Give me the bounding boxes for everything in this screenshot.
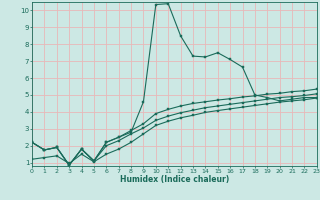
X-axis label: Humidex (Indice chaleur): Humidex (Indice chaleur)	[120, 175, 229, 184]
